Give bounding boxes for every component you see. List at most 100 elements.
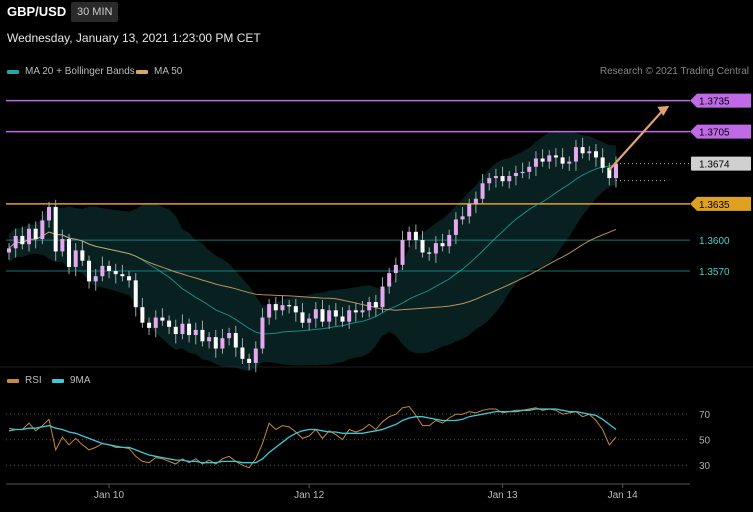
candle-body-13	[93, 276, 98, 282]
candle-body-63	[427, 252, 432, 254]
candle-body-58	[393, 264, 398, 274]
candle-body-67	[453, 219, 458, 235]
candle-body-71	[480, 183, 485, 199]
candle-body-87	[587, 151, 592, 154]
rsi-level-50-label: 50	[699, 436, 711, 447]
candle-body-54	[367, 302, 372, 311]
projection-arrow-head	[657, 105, 670, 116]
candle-body-62	[420, 240, 425, 253]
candle-body-49	[333, 310, 338, 317]
candle-body-61	[413, 231, 418, 241]
candle-body-20	[140, 307, 145, 323]
level-1-3635-label: 1.3635	[699, 200, 730, 211]
rsi-line	[8, 405, 617, 469]
candle-body-77	[520, 171, 525, 174]
legend-item-rsi: RSI	[7, 375, 42, 386]
candle-body-60	[407, 231, 412, 241]
legend-item-9ma: 9MA	[52, 375, 91, 386]
level-1-3635-label-box	[690, 196, 751, 211]
legend-label-ma20: MA 20 + Bollinger Bands	[25, 66, 135, 77]
candle-body-52	[353, 310, 358, 313]
candle-body-90	[607, 167, 612, 179]
candle-body-19	[133, 280, 138, 308]
level-1-3705-label: 1.3705	[699, 128, 730, 139]
chart-header: GBP/USD 30 MIN	[0, 0, 753, 24]
candle-body-46	[313, 309, 318, 319]
legend-swatch-ma20	[7, 69, 19, 74]
legend-swatch-rsi	[7, 378, 19, 383]
candle-body-59	[400, 240, 405, 265]
candle-body-40	[273, 304, 278, 311]
x-tick-label-0: Jan 10	[94, 490, 124, 501]
candle-body-64	[433, 243, 438, 254]
candle-body-88	[593, 151, 598, 158]
bollinger-band-fill	[9, 130, 616, 371]
candle-body-12	[87, 260, 92, 282]
candle-body-15	[107, 265, 112, 272]
candle-body-32	[220, 338, 225, 349]
legend-swatch-ma50	[136, 69, 148, 74]
candle-body-17	[120, 274, 125, 277]
legend-label-rsi: RSI	[25, 375, 42, 386]
legend-swatch-9ma	[52, 378, 64, 383]
ma50-line	[8, 228, 617, 311]
candle-body-11	[80, 250, 85, 261]
candle-body-41	[280, 305, 285, 311]
symbol-label: GBP/USD	[7, 4, 67, 19]
candle-body-48	[327, 310, 332, 322]
candle-body-2	[20, 235, 25, 245]
candle-body-5	[40, 220, 45, 240]
candle-body-85	[573, 147, 578, 162]
candle-body-26	[180, 323, 185, 335]
candle-body-57	[387, 273, 392, 287]
candle-body-8	[60, 239, 65, 252]
candle-body-38	[260, 317, 265, 349]
projection-arrow-line	[608, 109, 665, 171]
candle-body-16	[113, 271, 118, 275]
candle-body-89	[600, 157, 605, 168]
x-tick-label-2: Jan 13	[488, 490, 518, 501]
candle-body-45	[307, 318, 312, 323]
legend-item-ma50: MA 50	[136, 66, 182, 77]
candle-body-7	[53, 207, 58, 252]
rsi-9ma-line	[8, 408, 617, 464]
candle-body-0	[7, 248, 11, 253]
candle-body-31	[213, 337, 218, 349]
candle-body-30	[207, 337, 212, 342]
candle-body-53	[360, 310, 365, 313]
candle-body-44	[300, 312, 305, 323]
legend-label-9ma: 9MA	[70, 375, 91, 386]
candle-body-10	[73, 250, 78, 267]
candle-body-33	[227, 333, 232, 339]
candle-body-9	[67, 239, 72, 267]
candle-body-91	[613, 163, 618, 179]
rsi-level-30-label: 30	[699, 461, 711, 472]
candle-body-24	[167, 320, 172, 327]
candle-body-34	[233, 333, 238, 348]
candle-body-76	[513, 172, 518, 177]
candle-body-84	[567, 161, 572, 164]
candle-body-43	[293, 306, 298, 313]
candle-body-1	[13, 235, 18, 249]
candle-body-65	[440, 243, 445, 247]
candle-body-39	[267, 304, 272, 318]
legend-item-ma20-bollinger: MA 20 + Bollinger Bands	[7, 66, 135, 77]
candle-body-27	[187, 323, 192, 336]
timeframe-button[interactable]: 30 MIN	[71, 2, 119, 22]
candle-body-4	[33, 228, 38, 240]
candle-body-21	[147, 322, 152, 328]
candle-body-78	[527, 166, 532, 172]
candle-body-79	[533, 158, 538, 167]
candle-body-68	[460, 216, 465, 220]
candle-body-23	[160, 317, 165, 321]
candle-body-14	[100, 265, 105, 277]
level-1-3735-label: 1.3735	[699, 97, 730, 108]
candle-body-56	[380, 286, 385, 308]
level-1-3674-label: 1.3674	[699, 160, 730, 171]
candle-body-3	[27, 228, 32, 245]
candle-body-18	[127, 276, 132, 281]
candle-body-6	[47, 207, 52, 221]
candle-body-73	[493, 176, 498, 179]
candle-body-81	[547, 155, 552, 162]
